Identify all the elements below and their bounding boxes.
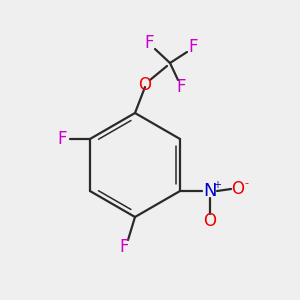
Text: O: O [232,180,244,198]
Text: N: N [203,182,217,200]
Text: F: F [176,78,186,96]
Text: -: - [244,178,248,188]
Text: F: F [119,238,129,256]
Text: F: F [188,38,198,56]
Text: O: O [139,76,152,94]
Text: +: + [213,180,221,190]
Text: F: F [57,130,67,148]
Text: O: O [203,212,217,230]
Text: F: F [144,34,154,52]
